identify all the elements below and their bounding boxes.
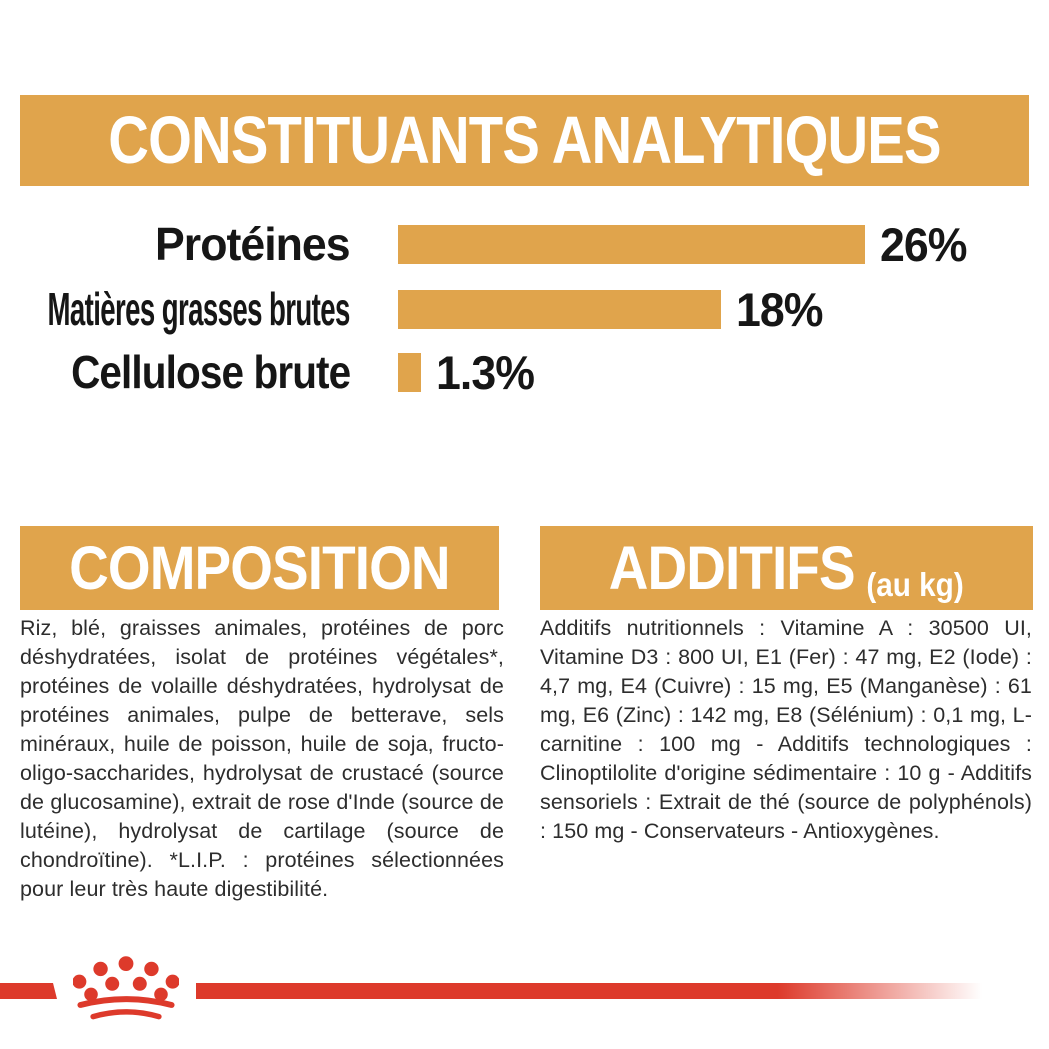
chart-row-cellulose: Cellulose brute 1.3%: [0, 345, 1049, 399]
bar-value: 18%: [736, 282, 823, 336]
bar-value: 1.3%: [436, 345, 535, 399]
bar: [398, 352, 421, 392]
additifs-banner: ADDITIFS (au kg): [540, 526, 1033, 610]
bar-label: Matières grasses brutes: [47, 283, 351, 335]
chart-row-matieres-grasses: Matières grasses brutes 18%: [0, 282, 1049, 336]
analytical-constituents-title: CONSTITUANTS ANALYTIQUES: [108, 103, 941, 178]
footer-divider-left: [0, 983, 57, 999]
royal-canin-crown-icon: [73, 956, 179, 1020]
chart-row-proteines: Protéines 26%: [0, 217, 1049, 271]
footer-divider-right: [196, 983, 982, 999]
composition-title: COMPOSITION: [69, 533, 450, 602]
additifs-unit-suffix: (au kg): [866, 565, 964, 603]
bar: [398, 224, 865, 264]
composition-banner: COMPOSITION: [20, 526, 499, 610]
bar-label: Protéines: [155, 218, 351, 270]
composition-body: Riz, blé, graisses animales, protéines d…: [20, 616, 504, 901]
bar-value: 26%: [880, 217, 967, 271]
additifs-title: ADDITIFS (au kg): [609, 533, 964, 603]
bar-label: Cellulose brute: [70, 346, 351, 398]
additifs-body: Additifs nutritionnels : Vitamine A : 30…: [540, 616, 1032, 843]
analytical-constituents-banner: CONSTITUANTS ANALYTIQUES: [20, 95, 1029, 186]
bar: [398, 289, 721, 329]
